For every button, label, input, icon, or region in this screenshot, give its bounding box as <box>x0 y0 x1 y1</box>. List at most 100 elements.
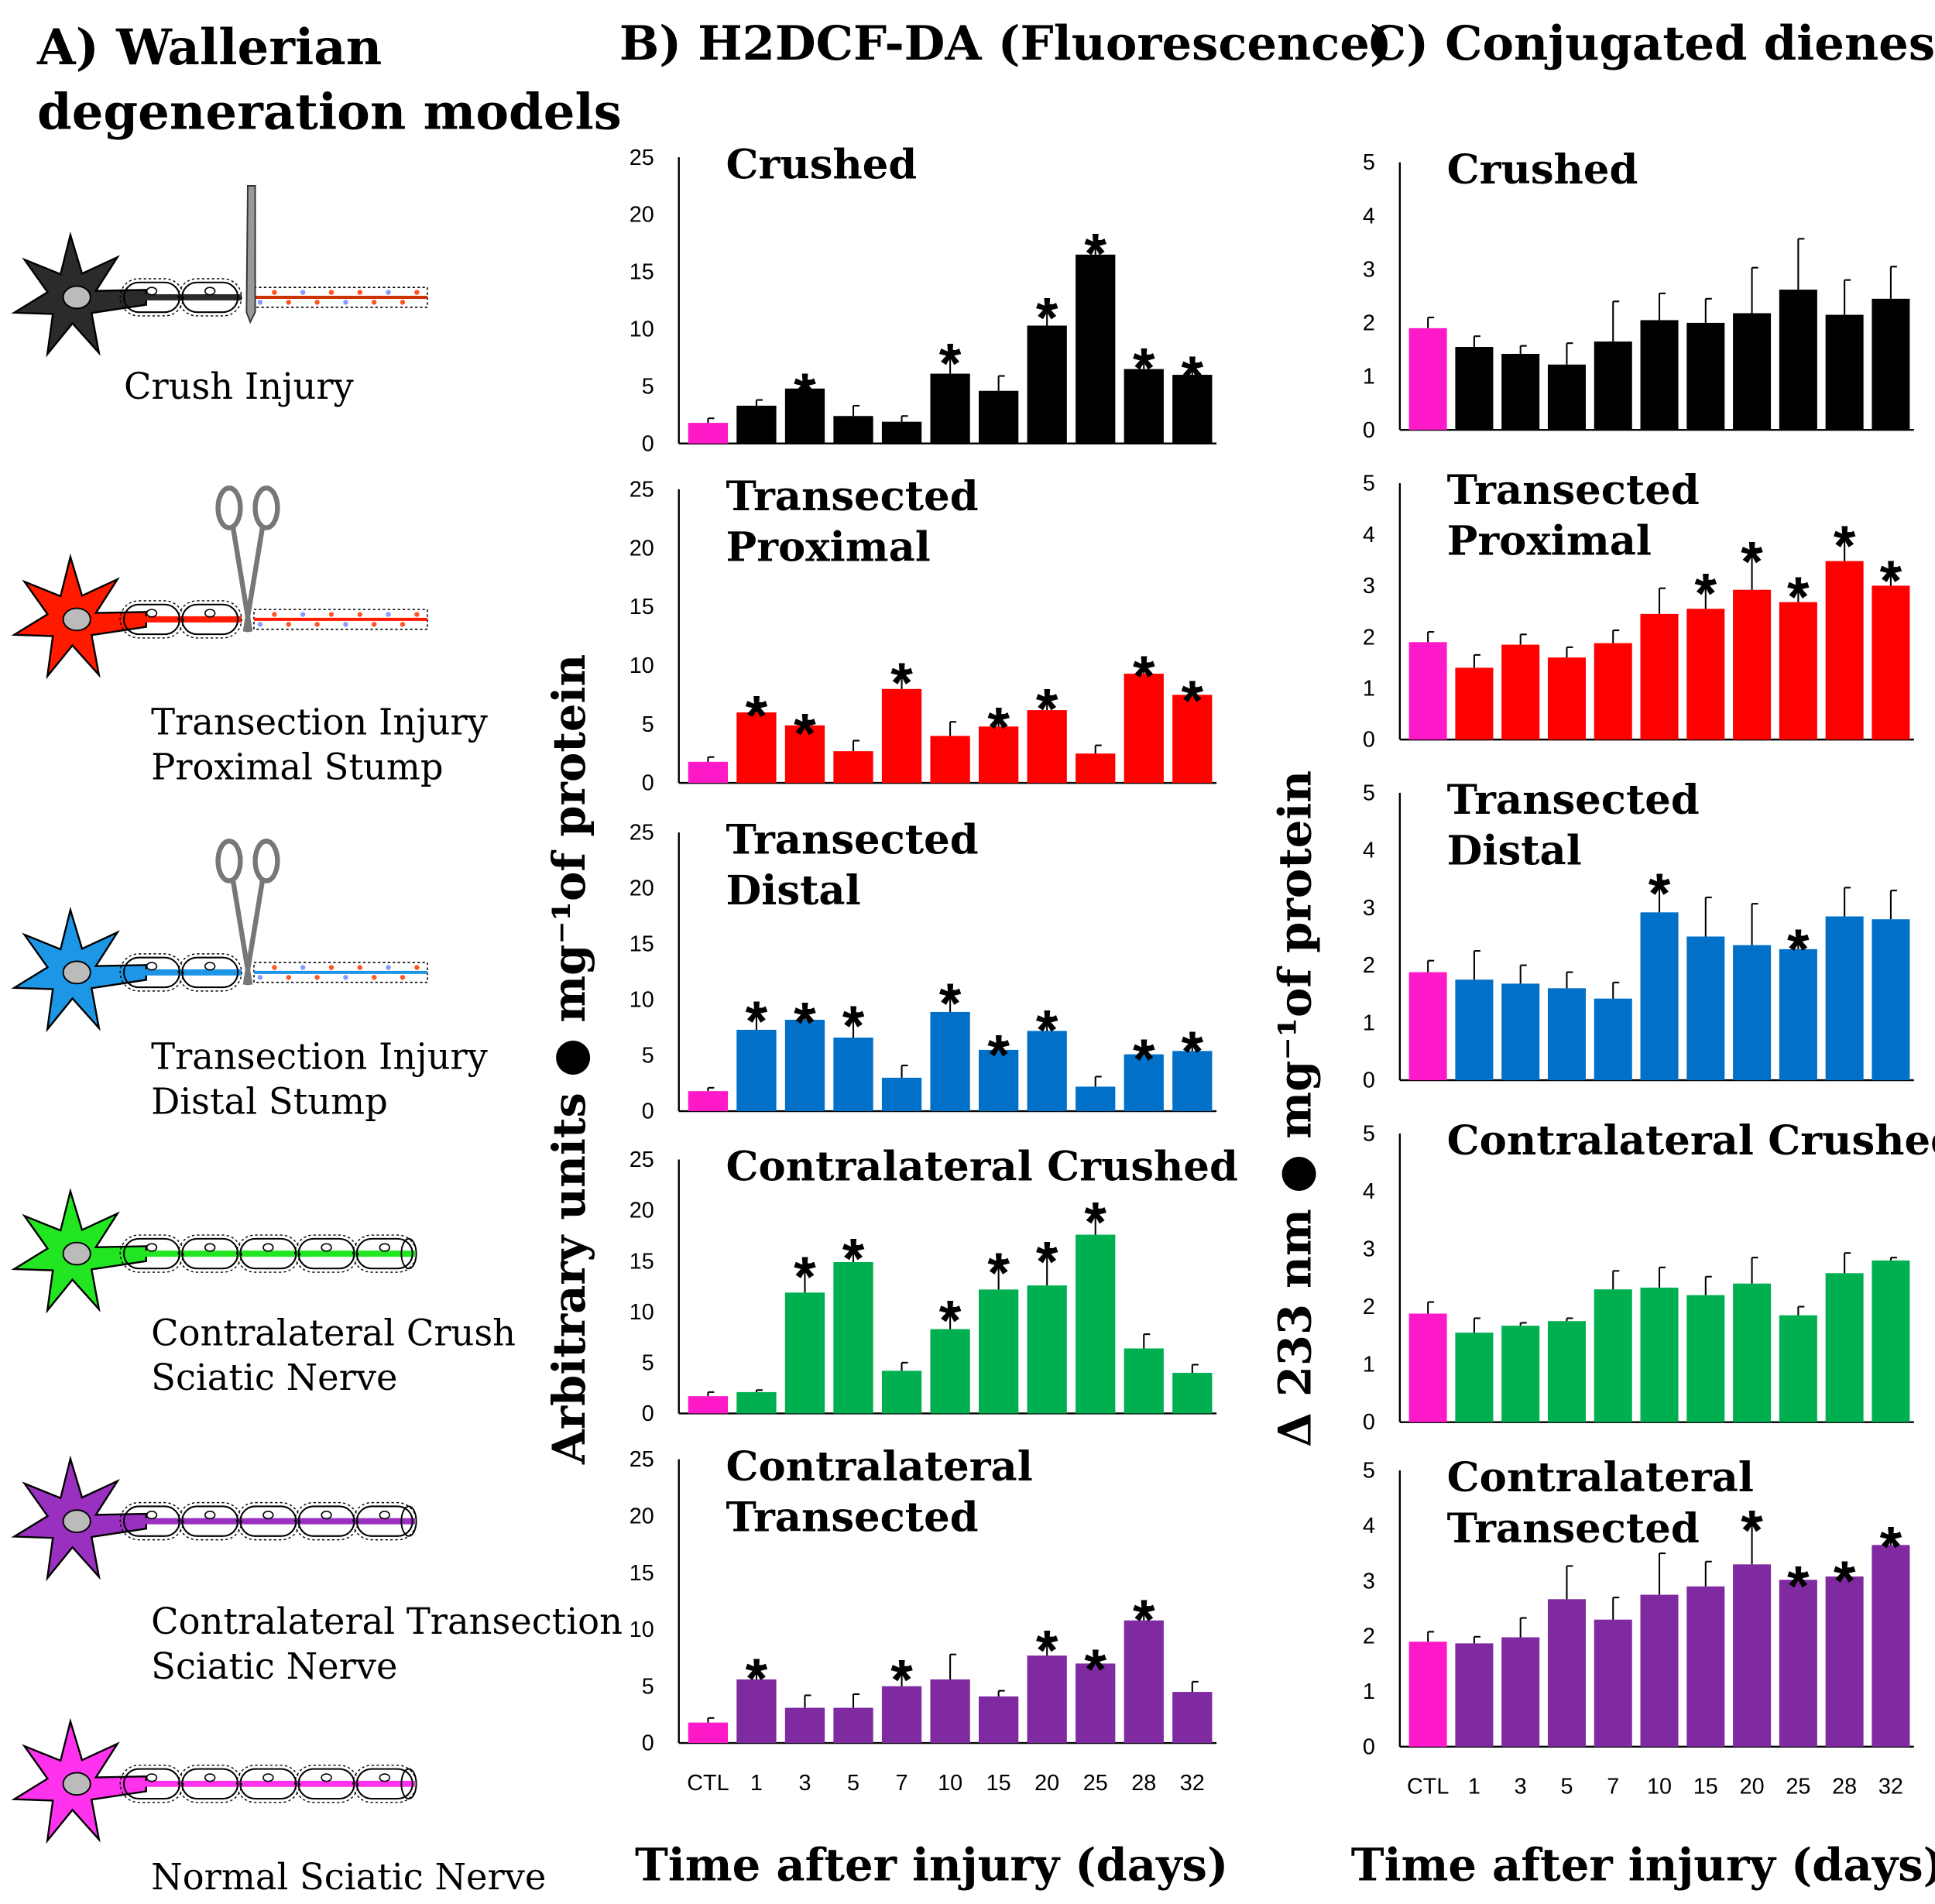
chart-title: Distal <box>1447 827 1582 875</box>
schwann-cell <box>181 1768 239 1800</box>
debris <box>386 612 391 617</box>
bar <box>784 1292 825 1414</box>
bar <box>1640 613 1679 740</box>
model-label: Contralateral Transection <box>151 1600 623 1642</box>
y-tick-label: 0 <box>1363 728 1375 753</box>
chart-title: Proximal <box>726 523 931 571</box>
bar <box>1027 325 1067 444</box>
nerve-end <box>400 1768 417 1799</box>
tweezer <box>245 185 256 324</box>
significance-star: * <box>1787 917 1810 981</box>
chart-title: Transected <box>1447 776 1700 824</box>
bar <box>688 1396 729 1414</box>
myelin-outline <box>119 953 184 992</box>
y-tick-label: 1 <box>1363 1353 1375 1377</box>
chart-title: Contralateral <box>1447 1453 1754 1501</box>
y-tick-label: 15 <box>630 932 654 957</box>
bar <box>1686 1295 1725 1422</box>
debris <box>300 612 306 617</box>
significance-star: * <box>794 990 816 1055</box>
schwann-cell <box>181 281 239 314</box>
schwann-nucleus <box>321 1773 332 1782</box>
schwann-nucleus <box>262 1243 274 1252</box>
schwann-nucleus <box>146 1773 158 1782</box>
y-tick-label: 25 <box>630 478 654 503</box>
bar <box>930 1329 970 1414</box>
bar <box>979 390 1019 444</box>
x-tick-label: 7 <box>896 1771 908 1796</box>
schwann-nucleus <box>262 1511 274 1520</box>
debris <box>414 612 420 617</box>
significance-star: * <box>987 695 1010 760</box>
myelin-outline <box>177 278 242 317</box>
debris <box>357 612 362 617</box>
myelin-outline <box>177 600 242 639</box>
y-tick-label: 20 <box>630 1199 654 1223</box>
bar <box>1124 369 1164 444</box>
myelin-outline <box>294 1234 359 1273</box>
y-tick-label: 0 <box>642 431 654 456</box>
bar <box>1124 1348 1164 1414</box>
y-tick-label: 0 <box>642 1401 654 1426</box>
bar <box>736 1029 777 1112</box>
y-tick-label: 3 <box>1363 257 1375 282</box>
bar <box>930 1011 970 1112</box>
significance-star: * <box>1880 1515 1902 1579</box>
y-tick-label: 3 <box>1363 1569 1375 1594</box>
bar <box>784 725 825 784</box>
model-label: Sciatic Nerve <box>151 1357 397 1398</box>
bar <box>688 761 729 784</box>
bar <box>1872 1260 1910 1422</box>
debris <box>286 975 291 980</box>
significance-star: * <box>794 361 816 425</box>
significance-star: * <box>794 701 816 765</box>
bar <box>1076 1086 1116 1112</box>
bar <box>784 1707 825 1744</box>
chart-title: Transected <box>1447 1504 1700 1552</box>
myelin-outline <box>119 278 184 317</box>
chart-title: Transected <box>726 1493 979 1541</box>
significance-star: * <box>1036 676 1058 740</box>
bar <box>1825 561 1864 740</box>
panel-title: A) Wallerian <box>36 19 382 77</box>
bar <box>1779 602 1817 740</box>
myelin-outline <box>235 1765 300 1803</box>
bar <box>1124 1054 1164 1112</box>
x-tick-label: CTL <box>1407 1775 1449 1799</box>
y-tick-label: 5 <box>1363 1121 1375 1146</box>
schwann-nucleus <box>204 1243 216 1252</box>
bar <box>1455 1333 1494 1422</box>
y-tick-label: 25 <box>630 146 654 170</box>
bar <box>736 712 777 784</box>
bar <box>1027 1031 1067 1112</box>
myelin-outline <box>119 600 184 639</box>
schwann-cell <box>355 1505 413 1537</box>
bar <box>1640 1287 1679 1422</box>
myelin-outline <box>294 1501 359 1541</box>
significance-star: * <box>987 1240 1010 1305</box>
chart-title: Transected <box>726 815 979 863</box>
x-tick-label: 28 <box>1131 1771 1156 1796</box>
bar <box>1408 1313 1447 1422</box>
debris <box>300 290 306 295</box>
schwann-cell <box>239 1505 297 1537</box>
x-tick-label: CTL <box>687 1771 729 1796</box>
bar <box>1872 919 1910 1081</box>
bar <box>1594 341 1632 431</box>
bar <box>881 1371 922 1414</box>
x-tick-label: 5 <box>1560 1775 1573 1799</box>
nucleus <box>62 960 91 985</box>
schwann-cell <box>297 1505 355 1537</box>
y-tick-label: 3 <box>1363 574 1375 599</box>
y-tick-label: 5 <box>642 374 654 399</box>
schwann-nucleus <box>321 1511 332 1520</box>
schwann-cell <box>122 1237 181 1270</box>
schwann-nucleus <box>146 1511 158 1520</box>
significance-star: * <box>794 1244 816 1309</box>
scissors-handle <box>252 839 280 883</box>
bar <box>1408 1642 1447 1747</box>
y-tick-label: 4 <box>1363 523 1375 547</box>
significance-star: * <box>1181 1019 1203 1083</box>
debris <box>343 975 348 980</box>
y-tick-label: 10 <box>630 988 654 1013</box>
